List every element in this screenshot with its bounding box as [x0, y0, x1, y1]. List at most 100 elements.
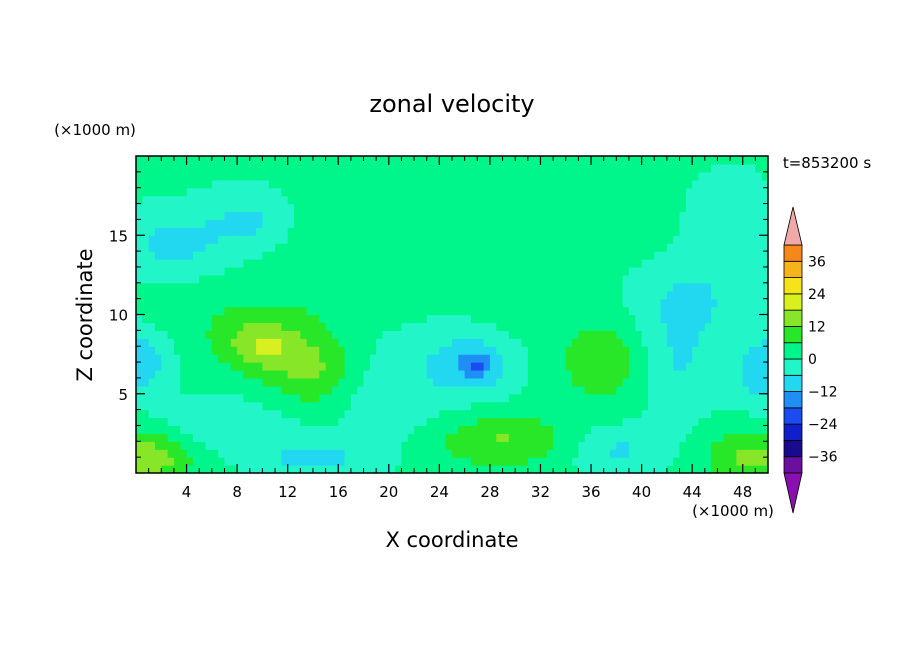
field-cell — [452, 369, 459, 379]
field-cell — [249, 274, 257, 284]
field-cell — [243, 171, 251, 181]
field-cell — [761, 465, 768, 473]
field-cell — [376, 219, 384, 228]
field-cell — [192, 251, 200, 260]
field-cell — [407, 290, 415, 300]
field-cell — [395, 362, 403, 371]
field-cell — [167, 211, 175, 220]
field-cell — [565, 290, 573, 300]
field-cell — [224, 156, 232, 165]
field-cell — [237, 290, 245, 300]
field-cell — [148, 433, 156, 442]
field-cell — [275, 362, 282, 371]
field-cell — [161, 449, 169, 458]
field-cell — [230, 195, 238, 205]
field-cell — [635, 385, 643, 395]
field-cell — [452, 330, 459, 339]
field-cell — [325, 441, 333, 450]
field-cell — [540, 156, 548, 165]
field-cell — [458, 179, 466, 189]
field-cell — [281, 354, 289, 363]
field-cell — [553, 417, 561, 427]
field-cell — [452, 187, 459, 197]
field-cell — [218, 377, 226, 387]
field-cell — [363, 251, 371, 260]
field-cell — [180, 290, 188, 300]
field-cell — [679, 203, 687, 213]
field-cell — [376, 274, 384, 284]
field-cell — [376, 441, 384, 450]
field-cell — [647, 282, 655, 292]
field-cell — [382, 377, 390, 387]
field-cell — [186, 330, 194, 339]
field-cell — [275, 243, 282, 252]
field-cell — [319, 314, 327, 324]
field-cell — [698, 401, 706, 411]
field-cell — [666, 163, 674, 173]
field-cell — [666, 401, 674, 411]
field-cell — [312, 298, 320, 308]
field-cell — [546, 306, 554, 316]
field-cell — [395, 219, 403, 228]
field-cell — [306, 330, 314, 339]
field-cell — [186, 243, 194, 252]
field-cell — [584, 187, 592, 197]
field-cell — [742, 171, 750, 181]
field-cell — [673, 306, 681, 316]
field-cell — [287, 346, 295, 355]
field-cell — [515, 314, 523, 324]
field-cell — [312, 274, 320, 284]
field-cell — [679, 211, 687, 220]
field-cell — [363, 266, 371, 276]
field-cell — [723, 377, 731, 387]
field-cell — [161, 465, 169, 473]
field-cell — [761, 338, 768, 347]
field-cell — [243, 393, 251, 403]
field-cell — [369, 433, 377, 442]
field-cell — [711, 346, 719, 355]
field-cell — [401, 354, 409, 363]
field-cell — [489, 322, 497, 331]
field-cell — [300, 449, 308, 458]
field-cell — [331, 156, 339, 165]
field-cell — [205, 156, 213, 165]
field-cell — [591, 314, 598, 324]
field-cell — [249, 282, 257, 292]
field-cell — [350, 187, 358, 197]
field-cell — [350, 195, 358, 205]
field-cell — [363, 211, 371, 220]
field-cell — [540, 449, 548, 458]
field-cell — [395, 449, 403, 458]
field-cell — [704, 187, 712, 197]
field-cell — [357, 179, 365, 189]
field-cell — [515, 211, 523, 220]
field-cell — [470, 362, 478, 371]
field-cell — [249, 290, 257, 300]
field-cell — [369, 259, 377, 268]
field-cell — [565, 187, 573, 197]
field-cell — [350, 266, 358, 276]
field-cell — [161, 425, 169, 434]
field-cell — [218, 195, 226, 205]
field-cell — [685, 417, 693, 427]
field-cell — [591, 298, 598, 308]
field-cell — [319, 409, 327, 419]
field-cell — [565, 433, 573, 442]
field-cell — [186, 290, 194, 300]
field-cell — [376, 314, 384, 324]
field-cell — [508, 235, 516, 244]
field-cell — [205, 274, 213, 284]
field-cell — [685, 235, 693, 244]
field-cell — [350, 401, 358, 411]
field-cell — [685, 290, 693, 300]
field-cell — [237, 362, 245, 371]
field-cell — [433, 409, 440, 419]
field-cell — [148, 266, 156, 276]
field-cell — [173, 235, 181, 244]
field-cell — [742, 156, 750, 165]
field-cell — [331, 385, 339, 395]
field-cell — [647, 266, 655, 276]
field-cell — [230, 171, 238, 181]
field-cell — [294, 243, 301, 252]
field-cell — [635, 449, 643, 458]
